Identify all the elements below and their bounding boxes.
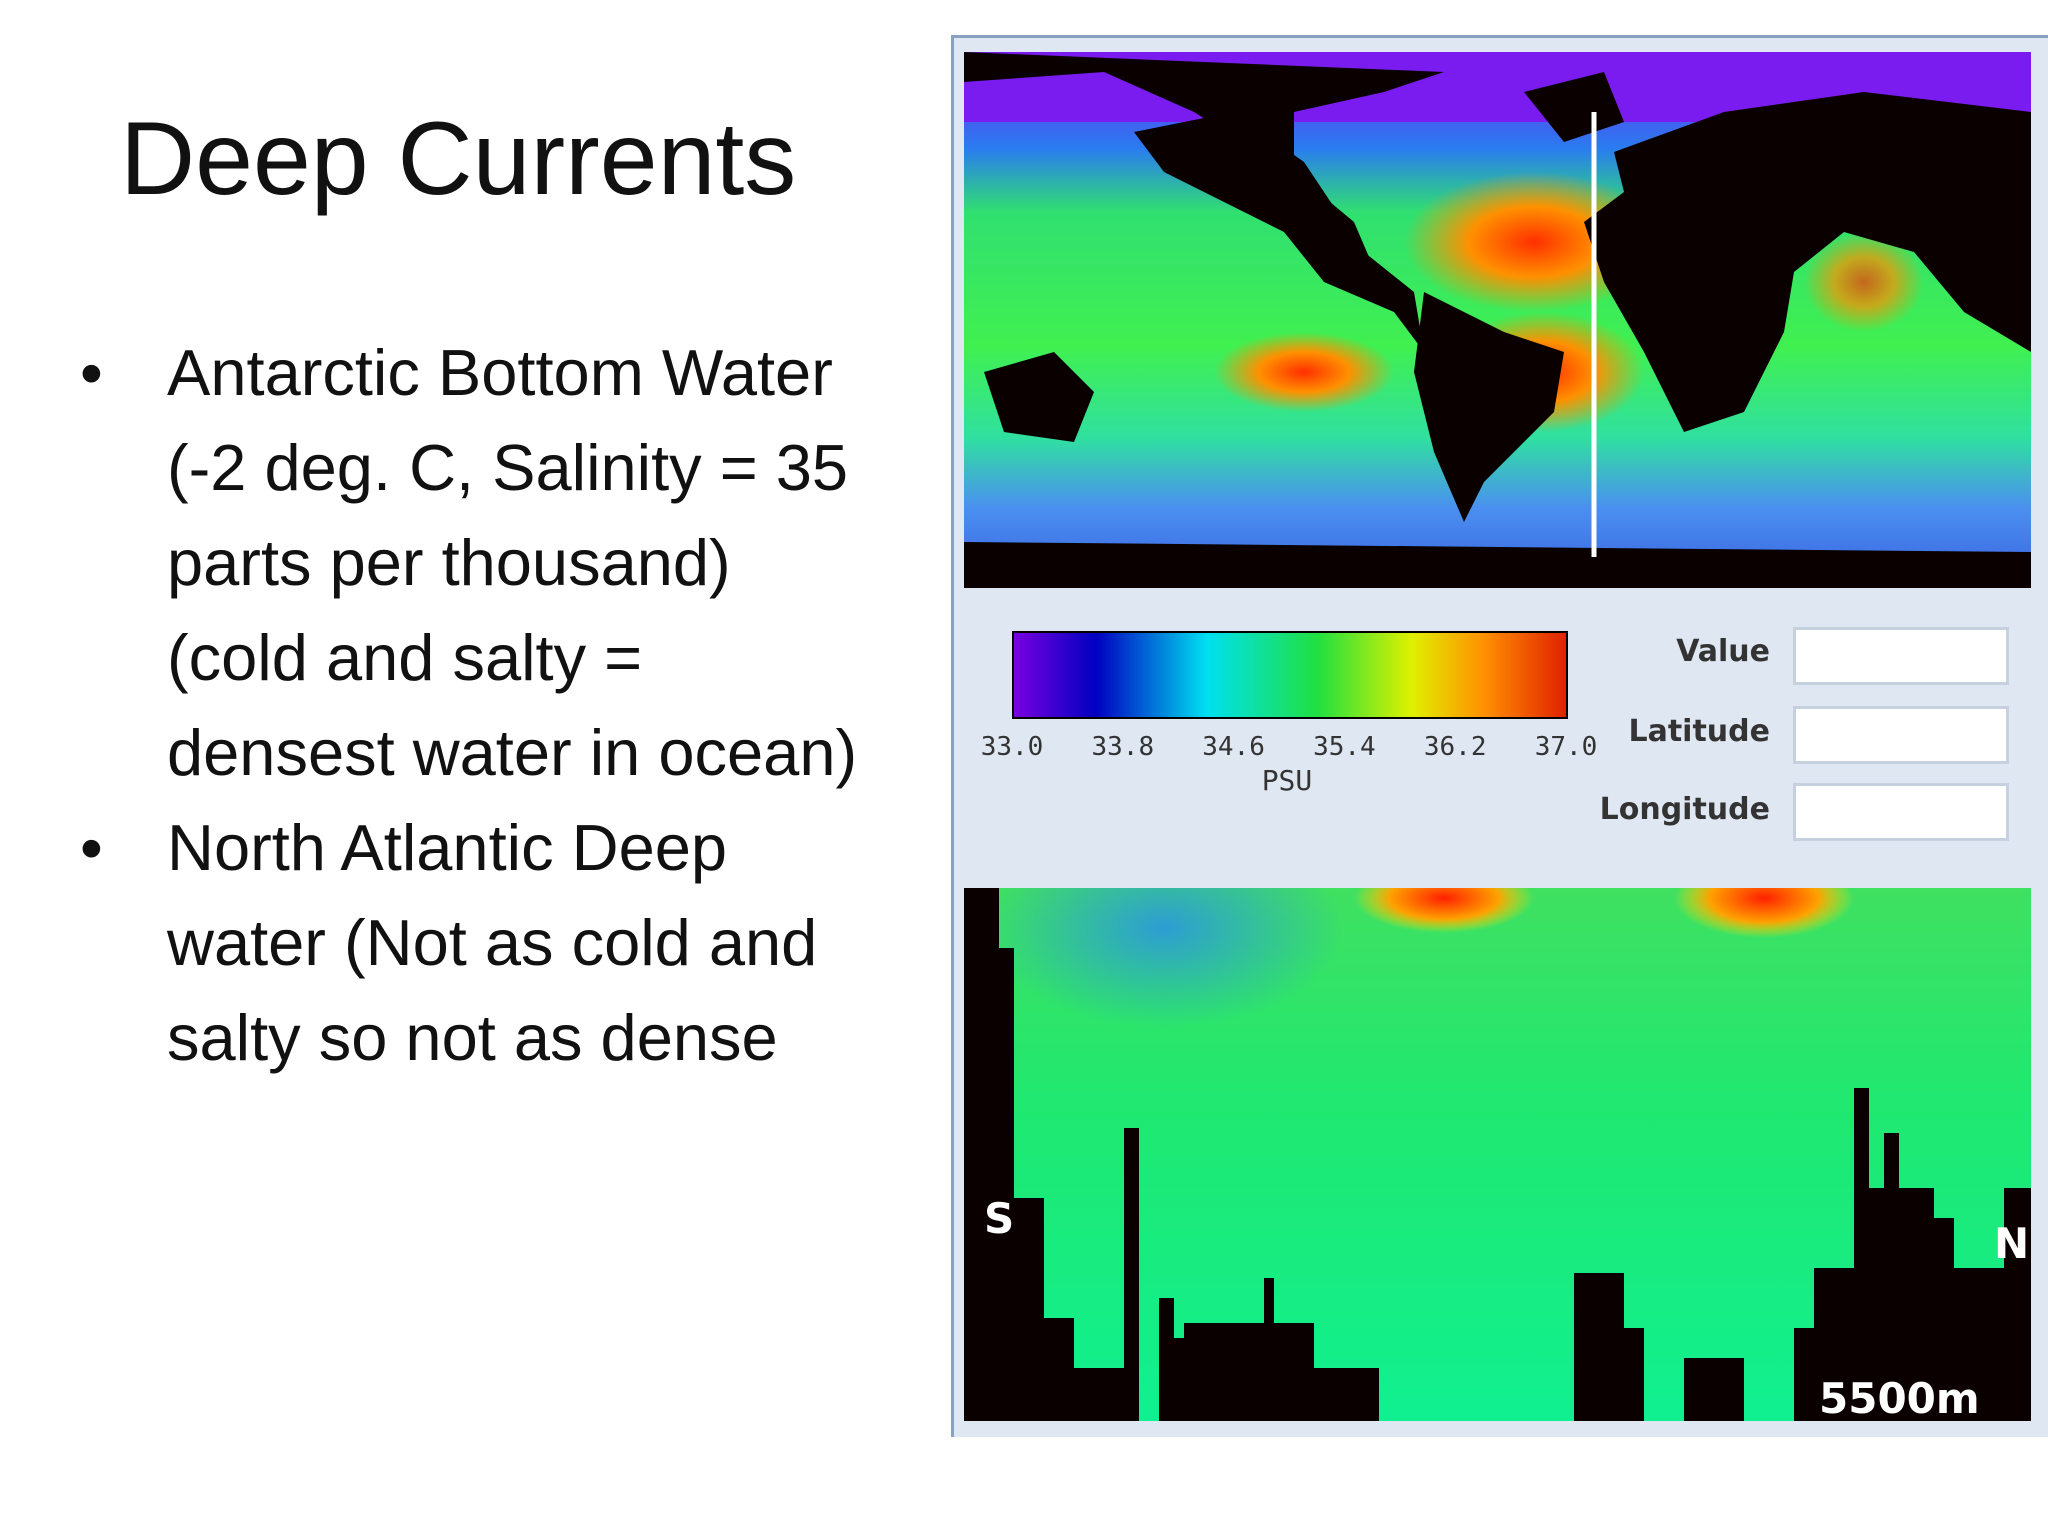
colorbar-tick-label: 36.2 xyxy=(1424,732,1487,762)
section-label: N xyxy=(1994,1219,2029,1268)
colorbar-labels: PSU 33.0 33.8 34.6 35.4 36.2 37.0 xyxy=(981,732,1598,797)
colorbar-tick-label: 37.0 xyxy=(1535,732,1598,762)
field-label: Longitude xyxy=(1599,792,1770,827)
bullet: North Atlantic Deep water (Not as cold a… xyxy=(80,800,880,1085)
colorbar-tick-label: 33.0 xyxy=(981,732,1044,762)
colorbar-tick-label: 34.6 xyxy=(1202,732,1265,762)
colorbar-tick-label: 35.4 xyxy=(1313,732,1376,762)
slide-title: Deep Currents xyxy=(120,101,797,217)
bullet-list: Antarctic Bottom Water (-2 deg. C, Salin… xyxy=(80,325,880,1085)
field-input[interactable] xyxy=(1793,627,2009,685)
field-label: Value xyxy=(1676,634,1770,669)
section-plot: S N 5500m xyxy=(964,888,2031,1421)
colorbar-unit: PSU xyxy=(1262,764,1313,797)
colorbar xyxy=(1012,631,1568,719)
field-label: Latitude xyxy=(1628,714,1770,749)
field-input[interactable] xyxy=(1793,783,2009,841)
depth-label: 5500m xyxy=(1819,1374,1980,1421)
field-input[interactable] xyxy=(1793,706,2009,764)
bullet: Antarctic Bottom Water (-2 deg. C, Salin… xyxy=(80,325,880,800)
colorbar-tick-label: 33.8 xyxy=(1091,732,1154,762)
section-label: S xyxy=(984,1194,1014,1243)
salinity-map xyxy=(964,52,2031,588)
